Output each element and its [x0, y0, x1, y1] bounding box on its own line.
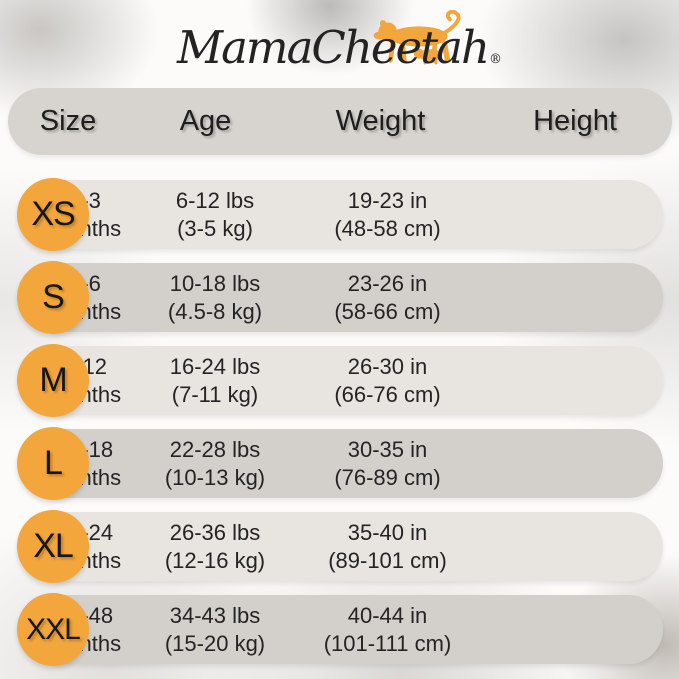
table-header-row: Size Age Weight Height	[8, 88, 672, 155]
header-size: Size	[39, 105, 97, 137]
size-row-l: L 12-18 Months 22-28 lbs (10-13 kg) 30-3…	[17, 427, 663, 500]
height-cell: 35-40 in (89-101 cm)	[290, 519, 485, 575]
weight-cell: 22-28 lbs (10-13 kg)	[140, 436, 290, 492]
registered-trademark: ®	[488, 51, 502, 67]
size-label: M	[39, 361, 67, 399]
size-badge-xs: XS	[17, 178, 89, 251]
weight-cell: 34-43 lbs (15-20 kg)	[140, 602, 290, 658]
size-badge-l: L	[17, 427, 89, 500]
height-cell: 26-30 in (66-76 cm)	[290, 353, 485, 409]
height-cm: (66-76 cm)	[334, 381, 441, 407]
weight-kg: (7-11 kg)	[171, 381, 259, 407]
size-label: L	[44, 444, 63, 482]
height-in: 23-26 in	[347, 270, 428, 296]
weight-cell: 10-18 lbs (4.5-8 kg)	[140, 270, 290, 326]
height-cell: 30-35 in (76-89 cm)	[290, 436, 485, 492]
height-in: 40-44 in	[347, 602, 428, 628]
weight-kg: (15-20 kg)	[164, 630, 266, 656]
weight-lbs: 34-43 lbs	[169, 602, 261, 628]
size-row-xl: XL 18-24 Months 26-36 lbs (12-16 kg) 35-…	[17, 510, 663, 583]
height-cm: (101-111 cm)	[323, 630, 452, 656]
weight-cell: 16-24 lbs (7-11 kg)	[140, 353, 290, 409]
brand-logo: MamaCheetah®	[0, 8, 679, 86]
height-in: 30-35 in	[347, 436, 428, 462]
height-cm: (58-66 cm)	[334, 298, 441, 324]
height-cell: 23-26 in (58-66 cm)	[290, 270, 485, 326]
weight-kg: (12-16 kg)	[164, 547, 266, 573]
header-age: Age	[179, 105, 232, 137]
height-in: 26-30 in	[347, 353, 428, 379]
size-row-xxl: XXL 24-48 Months 34-43 lbs (15-20 kg) 40…	[17, 593, 663, 666]
height-in: 35-40 in	[347, 519, 428, 545]
weight-cell: 26-36 lbs (12-16 kg)	[140, 519, 290, 575]
height-cm: (48-58 cm)	[334, 215, 441, 241]
size-badge-m: M	[17, 344, 89, 417]
size-row-m: M 6-12 Months 16-24 lbs (7-11 kg) 26-30 …	[17, 344, 663, 417]
brand-name: MamaCheetah®	[177, 21, 502, 74]
height-cell: 19-23 in (48-58 cm)	[290, 187, 485, 243]
size-badge-xl: XL	[17, 510, 89, 583]
cheetah-logo-icon	[373, 10, 461, 65]
weight-kg: (10-13 kg)	[164, 464, 266, 490]
weight-kg: (3-5 kg)	[177, 215, 253, 241]
weight-lbs: 22-28 lbs	[169, 436, 261, 462]
size-label: S	[42, 278, 65, 316]
weight-lbs: 6-12 lbs	[175, 187, 255, 213]
weight-lbs: 16-24 lbs	[169, 353, 261, 379]
header-weight: Weight	[335, 105, 426, 137]
size-badge-xxl: XXL	[17, 593, 89, 666]
size-badge-s: S	[17, 261, 89, 334]
weight-lbs: 26-36 lbs	[169, 519, 261, 545]
height-cm: (76-89 cm)	[334, 464, 441, 490]
header-height: Height	[533, 105, 617, 137]
size-row-s: S 0-6 Months 10-18 lbs (4.5-8 kg) 23-26 …	[17, 261, 663, 334]
size-label: XXL	[26, 612, 81, 646]
weight-kg: (4.5-8 kg)	[167, 298, 263, 324]
size-row-xs: XS 0-3 Months 6-12 lbs (3-5 kg) 19-23 in…	[17, 178, 663, 251]
size-label: XS	[31, 195, 75, 233]
size-label: XL	[33, 527, 74, 565]
size-table-body: XS 0-3 Months 6-12 lbs (3-5 kg) 19-23 in…	[17, 178, 663, 678]
weight-cell: 6-12 lbs (3-5 kg)	[140, 187, 290, 243]
weight-lbs: 10-18 lbs	[169, 270, 261, 296]
height-cell: 40-44 in (101-111 cm)	[290, 602, 485, 658]
height-cm: (89-101 cm)	[328, 547, 447, 573]
height-in: 19-23 in	[347, 187, 428, 213]
brand-name-text: MamaCheetah	[177, 20, 490, 74]
